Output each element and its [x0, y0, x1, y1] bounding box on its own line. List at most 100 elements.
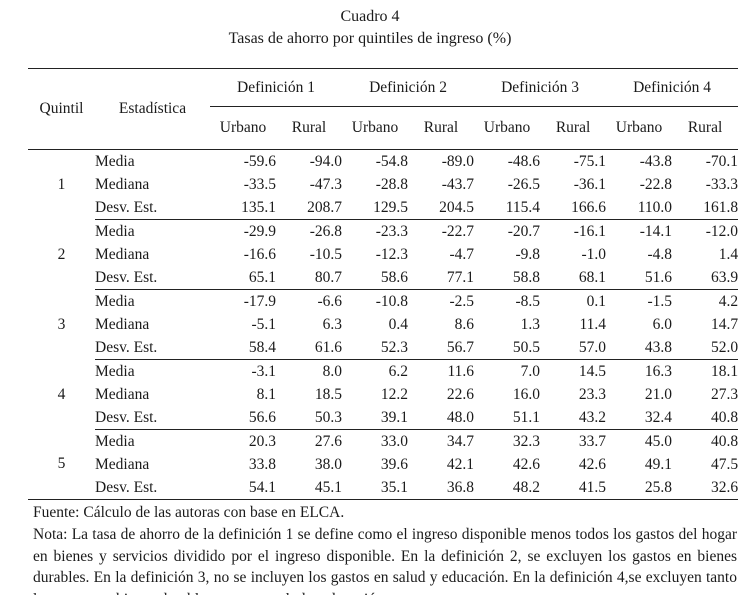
explanatory-note: Nota: La tasa de ahorro de la definición…	[33, 526, 737, 595]
value-cell: -89.0	[441, 152, 475, 170]
value-cell: 35.1	[342, 476, 409, 500]
value-cell: 65.1	[248, 268, 276, 286]
header-row-definitions: Quintil Estadística Definición 1 Definic…	[28, 68, 739, 150]
value-cell: 8.6	[454, 315, 475, 333]
value-cell: -2.5	[408, 289, 475, 313]
value-cell: -10.5	[309, 245, 343, 263]
value-cell: 11.6	[408, 359, 475, 383]
value-cell: 18.1	[672, 359, 739, 383]
value-cell: 22.6	[446, 385, 475, 403]
header-quintil: Quintil	[28, 68, 95, 150]
subheader-rural: Rural	[276, 106, 343, 150]
value-cell: 27.6	[276, 429, 343, 453]
value-cell: 8.0	[276, 359, 343, 383]
value-cell: -20.7	[474, 219, 541, 243]
value-cell: 14.7	[710, 315, 739, 333]
stat-label: Mediana	[95, 455, 150, 473]
value-cell: 161.8	[703, 198, 739, 216]
table-row: Mediana 33.8 38.0 39.6 42.1 42.6 42.6 49…	[28, 453, 738, 476]
value-cell: 8.1	[256, 385, 276, 403]
value-cell: 20.3	[210, 429, 276, 453]
header-definicion-3: Definición 3	[474, 68, 607, 107]
value-cell: 33.7	[540, 429, 607, 453]
value-cell: 80.7	[314, 268, 343, 286]
value-cell: 32.4	[644, 408, 673, 426]
value-cell: 34.7	[408, 429, 475, 453]
value-cell: 16.3	[606, 359, 673, 383]
subheader-rural: Rural	[540, 106, 607, 150]
value-cell: 6.3	[322, 315, 343, 333]
value-cell: -4.7	[449, 245, 475, 263]
value-cell: 39.6	[380, 455, 409, 473]
value-cell: 11.4	[579, 315, 607, 333]
value-cell: 58.8	[512, 268, 541, 286]
table-row: Mediana -16.6 -10.5 -12.3 -4.7 -9.8 -1.0…	[28, 243, 738, 266]
stat-label: Desv. Est.	[95, 198, 158, 216]
value-cell: 38.0	[314, 455, 343, 473]
value-cell: 32.6	[672, 476, 739, 500]
table-row: Mediana 8.1 18.5 12.2 22.6 16.0 23.3 21.…	[28, 383, 738, 406]
value-cell: 51.6	[644, 268, 673, 286]
value-cell: 4.2	[672, 289, 739, 313]
value-cell: -8.5	[474, 289, 541, 313]
value-cell: -5.1	[251, 315, 276, 333]
value-cell: -3.1	[210, 359, 276, 383]
table-row: 4 Media -3.1 8.0 6.2 11.6 7.0 14.5 16.3 …	[28, 359, 739, 403]
value-cell: 42.6	[512, 455, 541, 473]
value-cell: -43.7	[441, 175, 475, 193]
value-cell: -16.1	[540, 219, 607, 243]
value-cell: 61.6	[314, 338, 343, 356]
header-row-areas: Urbano Rural Urbano Rural Urbano Rural U…	[28, 106, 739, 150]
value-cell: 42.6	[578, 455, 607, 473]
value-cell: 40.8	[710, 408, 739, 426]
value-cell: -29.9	[210, 219, 276, 243]
value-cell: -4.8	[647, 245, 673, 263]
value-cell: 32.3	[474, 429, 541, 453]
value-cell: 52.3	[380, 338, 409, 356]
value-cell: 23.3	[578, 385, 607, 403]
value-cell: 1.4	[718, 245, 739, 263]
value-cell: 45.1	[276, 476, 343, 500]
value-cell: 135.1	[241, 198, 276, 216]
value-cell: 33.8	[248, 455, 276, 473]
quintil-cell: 2	[57, 245, 66, 263]
value-cell: 58.6	[380, 268, 409, 286]
value-cell: 41.5	[540, 476, 607, 500]
header-definicion-2: Definición 2	[342, 68, 475, 107]
value-cell: 57.0	[578, 338, 607, 356]
stat-label: Mediana	[95, 385, 150, 403]
value-cell: 12.2	[380, 385, 409, 403]
stat-label: Media	[95, 152, 135, 170]
table-row: 5 Media 20.3 27.6 33.0 34.7 32.3 33.7 45…	[28, 429, 739, 500]
value-cell: 6.0	[652, 315, 673, 333]
stat-label: Mediana	[95, 175, 150, 193]
table-row: Desv. Est. 54.1 45.1 35.1 36.8 48.2 41.5…	[28, 476, 739, 500]
stat-label: Media	[95, 289, 210, 313]
value-cell: -22.8	[639, 175, 673, 193]
table-row: 1 Media -59.6 -94.0 -54.8 -89.0 -48.6 -7…	[28, 150, 738, 193]
stat-label: Desv. Est.	[95, 476, 210, 500]
value-cell: 1.3	[520, 315, 541, 333]
value-cell: 33.0	[342, 429, 409, 453]
stat-label: Desv. Est.	[95, 408, 158, 426]
table-caption-title: Tasas de ahorro por quintiles de ingreso…	[228, 30, 512, 47]
table-row: Desv. Est. 56.6 50.3 39.1 48.0 51.1 43.2…	[28, 406, 738, 430]
value-cell: 77.1	[446, 268, 475, 286]
value-cell: 54.1	[210, 476, 276, 500]
value-cell: 6.2	[342, 359, 409, 383]
value-cell: 48.2	[474, 476, 541, 500]
value-cell: -43.8	[639, 152, 673, 170]
quintil-cell: 1	[57, 175, 66, 193]
table-row: 2 Media -29.9 -26.8 -23.3 -22.7 -20.7 -1…	[28, 219, 739, 263]
header-definicion-1: Definición 1	[210, 68, 343, 107]
value-cell: -22.7	[408, 219, 475, 243]
value-cell: -26.5	[507, 175, 541, 193]
value-cell: 63.9	[710, 268, 739, 286]
stat-label: Media	[95, 359, 210, 383]
value-cell: 50.5	[512, 338, 541, 356]
value-cell: 115.4	[505, 198, 541, 216]
value-cell: -54.8	[375, 152, 409, 170]
value-cell: -17.9	[210, 289, 276, 313]
value-cell: 129.5	[373, 198, 409, 216]
